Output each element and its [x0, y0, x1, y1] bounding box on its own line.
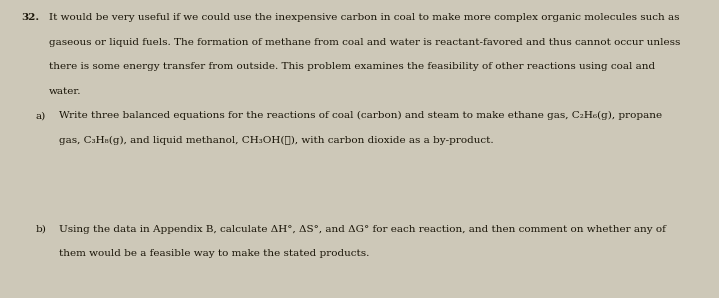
Text: there is some energy transfer from outside. This problem examines the feasibilit: there is some energy transfer from outsi… [49, 62, 655, 71]
Text: water.: water. [49, 87, 81, 96]
Text: them would be a feasible way to make the stated products.: them would be a feasible way to make the… [59, 249, 370, 258]
Text: Using the data in Appendix B, calculate ΔH°, ΔS°, and ΔG° for each reaction, and: Using the data in Appendix B, calculate … [59, 225, 666, 234]
Text: Write three balanced equations for the reactions of coal (carbon) and steam to m: Write three balanced equations for the r… [59, 111, 662, 120]
Text: It would be very useful if we could use the inexpensive carbon in coal to make m: It would be very useful if we could use … [49, 13, 679, 22]
Text: gas, C₃H₈(g), and liquid methanol, CH₃OH(ℓ), with carbon dioxide as a by-product: gas, C₃H₈(g), and liquid methanol, CH₃OH… [59, 136, 493, 145]
Text: gaseous or liquid fuels. The formation of methane from coal and water is reactan: gaseous or liquid fuels. The formation o… [49, 38, 680, 47]
Text: b): b) [36, 225, 47, 234]
Text: 32.: 32. [22, 13, 40, 22]
Text: a): a) [36, 111, 46, 120]
